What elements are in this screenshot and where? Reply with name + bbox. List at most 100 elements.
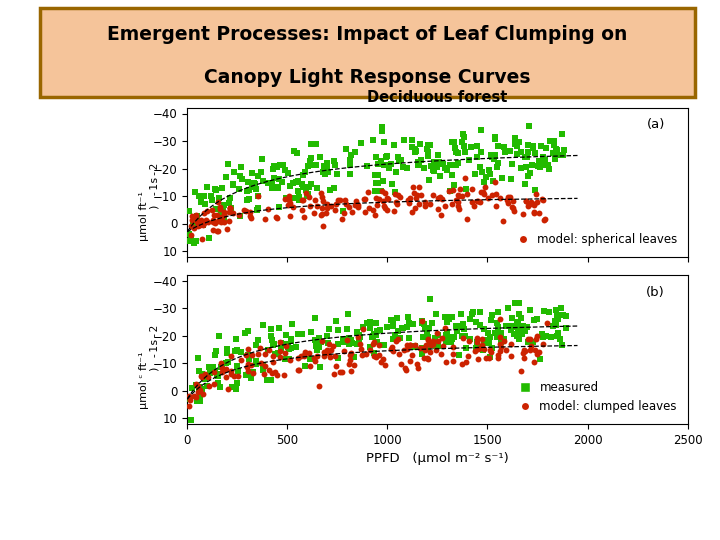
Point (345, 335, 356, 344)
Point (439, 312, 451, 321)
Point (531, 349, 542, 358)
Point (369, 338, 380, 347)
Point (271, 349, 283, 357)
Point (248, 368, 259, 377)
Point (376, 126, 387, 135)
Point (518, 354, 529, 363)
Point (531, 335, 542, 343)
Point (472, 345, 484, 353)
Point (372, 179, 384, 188)
Point (499, 148, 510, 157)
Point (235, 356, 246, 364)
Point (459, 132, 470, 141)
Point (314, 153, 325, 161)
Point (422, 325, 433, 333)
Point (411, 191, 423, 199)
Point (505, 175, 517, 184)
Point (523, 148, 534, 157)
Point (346, 208, 358, 217)
Point (348, 353, 360, 361)
Point (402, 195, 413, 204)
Point (485, 348, 497, 356)
Point (196, 234, 207, 243)
Point (368, 136, 379, 145)
Point (495, 337, 507, 346)
Point (422, 355, 433, 364)
Point (460, 344, 472, 353)
Point (239, 328, 251, 337)
Point (212, 379, 224, 387)
Point (300, 185, 312, 194)
Point (216, 368, 228, 376)
Point (406, 350, 418, 359)
Point (432, 331, 444, 340)
Point (305, 154, 317, 163)
Point (440, 338, 451, 346)
Point (459, 147, 470, 156)
Point (216, 363, 228, 372)
Point (523, 122, 535, 131)
Point (322, 332, 333, 341)
Point (446, 200, 458, 209)
Point (398, 346, 410, 354)
Point (212, 226, 223, 235)
Point (416, 349, 428, 358)
Point (510, 323, 522, 332)
Point (506, 313, 518, 322)
Point (457, 130, 469, 138)
Point (321, 204, 333, 213)
Point (440, 338, 451, 346)
Point (212, 370, 224, 379)
Point (543, 165, 554, 174)
Point (424, 140, 436, 149)
Point (387, 321, 399, 330)
Point (228, 208, 239, 217)
X-axis label: PPFD   (μmol m⁻² s⁻¹): PPFD (μmol m⁻² s⁻¹) (366, 452, 509, 465)
Point (187, 221, 199, 230)
Point (453, 322, 464, 330)
Point (251, 356, 262, 365)
Point (471, 338, 482, 347)
Point (478, 325, 490, 333)
Point (390, 168, 402, 177)
Point (273, 182, 284, 191)
Point (340, 195, 351, 204)
Point (501, 195, 513, 204)
Point (400, 366, 412, 374)
Point (436, 334, 448, 342)
Point (450, 195, 462, 204)
Point (345, 366, 356, 375)
Point (531, 190, 542, 198)
Point (361, 349, 372, 358)
Text: Canopy Light Response Curves: Canopy Light Response Curves (204, 68, 531, 87)
Point (402, 313, 413, 321)
Point (549, 317, 561, 326)
Point (379, 204, 391, 212)
Point (422, 335, 433, 344)
Point (451, 323, 463, 332)
Point (509, 134, 521, 143)
Point (191, 212, 202, 220)
Point (377, 355, 389, 364)
Point (215, 211, 227, 219)
Point (486, 190, 498, 199)
Point (379, 361, 391, 370)
Point (464, 315, 475, 323)
Point (377, 177, 389, 186)
Point (221, 345, 233, 353)
Point (487, 153, 498, 162)
Point (494, 340, 505, 349)
Point (503, 303, 514, 312)
Point (259, 362, 271, 370)
Point (308, 209, 320, 218)
Point (218, 215, 230, 224)
Point (423, 176, 435, 184)
Point (491, 333, 503, 341)
Point (191, 397, 202, 406)
Point (240, 207, 252, 215)
Point (370, 330, 382, 339)
Point (518, 345, 530, 354)
Point (470, 343, 482, 352)
Point (207, 218, 219, 226)
Point (495, 328, 507, 337)
